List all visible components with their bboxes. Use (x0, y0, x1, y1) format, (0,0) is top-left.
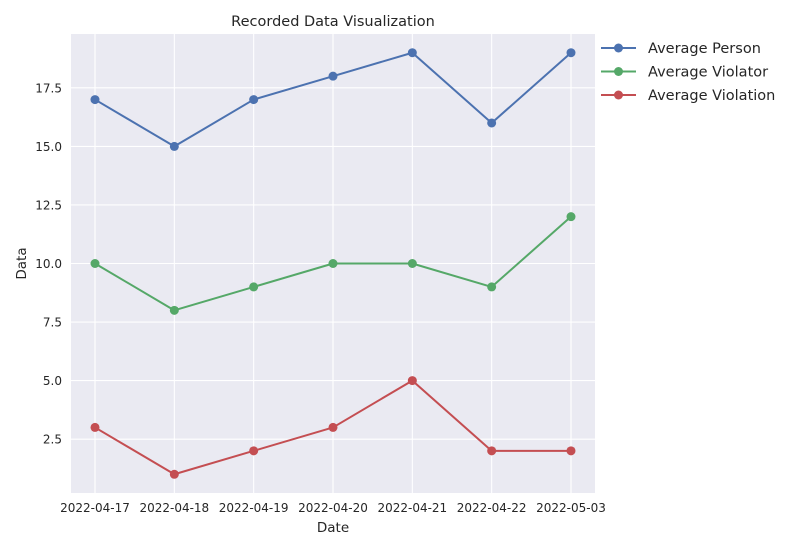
x-tick-label: 2022-04-20 (298, 501, 368, 515)
data-point (249, 282, 259, 292)
data-point (487, 118, 497, 128)
data-point (90, 95, 100, 105)
series-average-violation (90, 376, 576, 479)
data-point (328, 71, 338, 81)
y-tick-label: 2.5 (43, 433, 62, 447)
data-point (249, 95, 259, 105)
y-axis-label: Data (14, 247, 30, 279)
y-tick-label: 5.0 (43, 374, 62, 388)
data-point (169, 141, 179, 151)
series-average-violator (90, 212, 576, 315)
y-tick-label: 17.5 (35, 81, 62, 95)
y-tick-label: 10.0 (35, 257, 62, 271)
data-point (90, 259, 100, 268)
legend-marker (614, 67, 623, 76)
y-tick-label: 12.5 (35, 198, 62, 212)
x-tick-label: 2022-04-19 (219, 501, 289, 515)
data-point (90, 422, 100, 432)
data-point (407, 48, 417, 58)
y-tick-label: 7.5 (43, 316, 62, 330)
chart-title: Recorded Data Visualization (231, 14, 435, 30)
x-tick-label: 2022-04-21 (377, 501, 447, 515)
legend-label: Average Violation (648, 88, 775, 104)
legend-label: Average Violator (648, 65, 768, 81)
series-layer (90, 48, 576, 479)
x-axis-label: Date (317, 520, 349, 536)
data-point (328, 259, 338, 268)
data-point (566, 48, 576, 58)
legend-item: Average Violation (601, 88, 775, 104)
x-tick-label: 2022-05-03 (536, 501, 606, 515)
data-point (169, 305, 179, 315)
data-point (407, 259, 417, 268)
legend-item: Average Person (601, 41, 761, 57)
data-point (487, 446, 497, 456)
legend-marker (614, 90, 623, 100)
data-point (407, 376, 417, 386)
x-tick-label: 2022-04-18 (139, 501, 209, 515)
tick-labels: 2022-04-17 2022-04-18 2022-04-19 2022-04-20… (35, 81, 606, 515)
data-point (328, 422, 338, 432)
data-point (487, 282, 497, 292)
series-average-person (90, 48, 576, 151)
data-point (249, 446, 259, 456)
legend-marker (614, 43, 623, 53)
x-tick-label: 2022-04-22 (457, 501, 527, 515)
x-tick-label: 2022-04-17 (60, 501, 130, 515)
y-tick-label: 15.0 (35, 140, 62, 154)
legend-item: Average Violator (601, 65, 768, 81)
data-point (169, 469, 179, 479)
data-point (566, 212, 576, 222)
data-point (566, 446, 576, 456)
legend-label: Average Person (648, 41, 761, 57)
legend: Average Person Average Violator Average Vi… (601, 41, 775, 104)
